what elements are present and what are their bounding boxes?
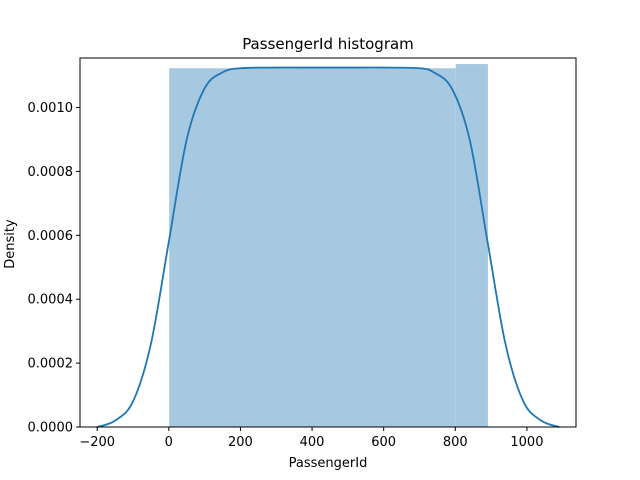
x-tick-label-2: 200 bbox=[228, 435, 253, 450]
plot-area: −200 0 200 400 600 800 1000 0.0000 0.0002 0.0004 0… bbox=[28, 57, 577, 450]
kde-line bbox=[96, 66, 560, 428]
histogram-bar-1 bbox=[455, 64, 488, 427]
y-tick-label-4: 0.0008 bbox=[28, 165, 74, 180]
chart-title: PassengerId histogram bbox=[242, 35, 414, 53]
x-tick-label-1: 0 bbox=[165, 435, 173, 450]
x-axis-label: PassengerId bbox=[289, 456, 368, 471]
x-tick-label-4: 600 bbox=[371, 435, 396, 450]
axes-frame bbox=[79, 57, 577, 428]
x-tick-label-6: 1000 bbox=[510, 435, 543, 450]
x-tick-label-5: 800 bbox=[443, 435, 468, 450]
y-tick-label-0: 0.0000 bbox=[28, 421, 74, 436]
y-tick-label-2: 0.0004 bbox=[28, 293, 74, 308]
y-tick-label-3: 0.0006 bbox=[28, 229, 74, 244]
y-tick-label-1: 0.0002 bbox=[28, 357, 74, 372]
y-axis-label: Density bbox=[3, 219, 18, 269]
x-tick-label-0: −200 bbox=[79, 435, 115, 450]
x-tick-label-3: 400 bbox=[300, 435, 325, 450]
histogram-bar-0 bbox=[169, 68, 456, 427]
y-tick-label-5: 0.0010 bbox=[28, 101, 74, 116]
